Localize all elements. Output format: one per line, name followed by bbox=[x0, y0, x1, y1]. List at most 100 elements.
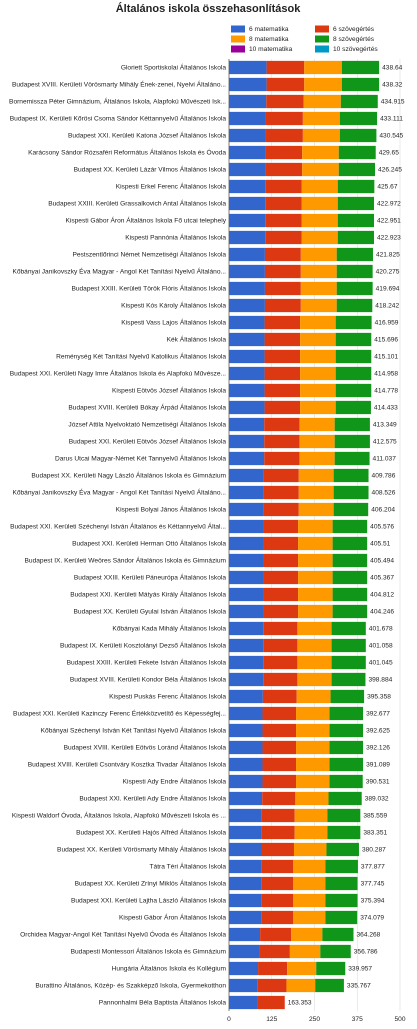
bar-segment bbox=[296, 706, 330, 721]
bar-segment bbox=[328, 791, 362, 806]
bar-segment bbox=[329, 757, 364, 772]
bar-segment bbox=[332, 553, 368, 568]
bar-segment bbox=[302, 145, 339, 160]
bar-segment bbox=[330, 689, 365, 704]
bar-segment bbox=[298, 485, 334, 500]
bar-segment bbox=[329, 706, 364, 721]
bar-segment bbox=[293, 859, 326, 874]
bar-segment bbox=[229, 587, 264, 602]
legend-label: 6 matematika bbox=[249, 26, 289, 33]
total-label: 398.884 bbox=[368, 676, 392, 683]
y-tick-label: Budapest XXIII. Kerületi Grassalkovich A… bbox=[48, 198, 226, 207]
bar-segment bbox=[262, 689, 297, 704]
y-tick-label: Budapest XX. Kerületi Zrínyi Miklós Álta… bbox=[75, 878, 227, 887]
bar-segment bbox=[265, 213, 302, 228]
total-label: 377.877 bbox=[361, 863, 385, 870]
y-tick-label: Pestszentlőrinci Német Nemzetiségi Által… bbox=[72, 249, 226, 258]
total-label: 339.957 bbox=[348, 965, 372, 972]
bar-segment bbox=[261, 842, 294, 857]
total-label: 377.745 bbox=[361, 880, 385, 887]
bar-segment bbox=[260, 927, 292, 942]
bar-segment bbox=[298, 468, 334, 483]
bar-segment bbox=[298, 502, 334, 517]
total-label: 405.51 bbox=[370, 540, 391, 547]
total-label: 438.64 bbox=[382, 64, 403, 71]
bar-segment bbox=[334, 434, 370, 449]
bar-segment bbox=[335, 400, 371, 415]
bar-segment bbox=[259, 944, 290, 959]
bar-segment bbox=[304, 77, 342, 92]
bar-segment bbox=[258, 961, 288, 976]
total-label: 422.972 bbox=[377, 200, 401, 207]
bar-segment bbox=[287, 961, 317, 976]
bar-segment bbox=[339, 128, 377, 143]
bar-segment bbox=[301, 213, 338, 228]
bar-segment bbox=[229, 706, 263, 721]
bar-segment bbox=[264, 400, 301, 415]
bar-segment bbox=[266, 77, 305, 92]
bar-segment bbox=[293, 876, 326, 891]
total-label: 421.825 bbox=[376, 251, 400, 258]
bar-segment bbox=[264, 417, 300, 432]
bar-segment bbox=[294, 825, 328, 840]
bar-segment bbox=[331, 672, 366, 687]
bar-segment bbox=[262, 757, 297, 772]
y-tick-label: Kispesti Waldorf Óvoda, Általános Iskola… bbox=[12, 810, 226, 819]
bar-segment bbox=[261, 859, 294, 874]
bar-segment bbox=[334, 451, 370, 466]
bar-segment bbox=[302, 162, 339, 177]
bar-segment bbox=[263, 621, 298, 636]
y-tick-label: Budapest XXIII. Kerületi Török Flóris Ál… bbox=[71, 283, 226, 292]
y-tick-label: Budapest XXI. Kerületi Lajtha László Ált… bbox=[71, 895, 226, 904]
y-tick-label: Budapest XXIII. Kerületi Fekete István Á… bbox=[67, 657, 227, 666]
y-tick-label: Kispesti Pannónia Általános Iskola bbox=[125, 232, 226, 241]
x-tick-label: 375 bbox=[352, 1016, 363, 1023]
y-tick-label: Budapest XXI. Kerületi Ady Endre Általán… bbox=[79, 793, 226, 802]
bar-segment bbox=[229, 247, 265, 262]
bar-segment bbox=[229, 944, 260, 959]
bar-segment bbox=[229, 383, 265, 398]
bar-segment bbox=[300, 332, 336, 347]
total-label: 404.812 bbox=[370, 591, 394, 598]
total-label: 416.959 bbox=[375, 319, 399, 326]
legend-label: 6 szövegértés bbox=[333, 26, 375, 33]
total-label: 406.204 bbox=[371, 506, 395, 513]
bar-segment bbox=[336, 264, 373, 279]
total-label: 405.576 bbox=[370, 523, 394, 530]
bar-segment bbox=[299, 451, 335, 466]
bar-segment bbox=[303, 94, 341, 109]
y-tick-label: József Attila Nyelvoktató Nemzetiségi Ál… bbox=[68, 419, 226, 428]
bar-segment bbox=[301, 196, 338, 211]
bar-segment bbox=[297, 638, 332, 653]
bar-segment bbox=[265, 145, 303, 160]
bar-segment bbox=[263, 570, 299, 585]
bar-segment bbox=[263, 519, 299, 534]
x-tick-label: 0 bbox=[227, 1016, 231, 1023]
bar-segment bbox=[332, 519, 368, 534]
bar-segment bbox=[300, 383, 336, 398]
total-label: 425.67 bbox=[377, 183, 398, 190]
bar-segment bbox=[262, 740, 297, 755]
bar-segment bbox=[229, 315, 265, 330]
bar-segment bbox=[333, 485, 369, 500]
y-tick-label: Budapest XX. Kerületi Lázár Vilmos Által… bbox=[74, 164, 227, 173]
bar-segment bbox=[337, 179, 375, 194]
legend-swatch bbox=[315, 25, 329, 33]
bar-segment bbox=[326, 842, 359, 857]
bar-segment bbox=[296, 689, 331, 704]
y-tick-label: Kék Általános Iskola bbox=[167, 334, 227, 343]
bar-segment bbox=[293, 893, 326, 908]
bar-segment bbox=[335, 315, 372, 330]
legend-label: 8 szövegértés bbox=[333, 36, 375, 43]
bar-segment bbox=[229, 145, 266, 160]
bar-segment bbox=[229, 434, 265, 449]
bar-segment bbox=[297, 655, 332, 670]
y-tick-label: Budapest XX. Kerületi Nagy László Általá… bbox=[31, 470, 226, 479]
bar-segment bbox=[338, 162, 376, 177]
x-tick-label: 250 bbox=[309, 1016, 320, 1023]
total-label: 380.287 bbox=[362, 846, 386, 853]
y-tick-label: Budapest XXI. Kerületi Széchenyi István … bbox=[10, 521, 226, 530]
bar-segment bbox=[229, 111, 266, 126]
y-tick-label: Budapest XXI. Kerületi Katona József Ált… bbox=[68, 130, 226, 139]
bar-segment bbox=[300, 298, 337, 313]
